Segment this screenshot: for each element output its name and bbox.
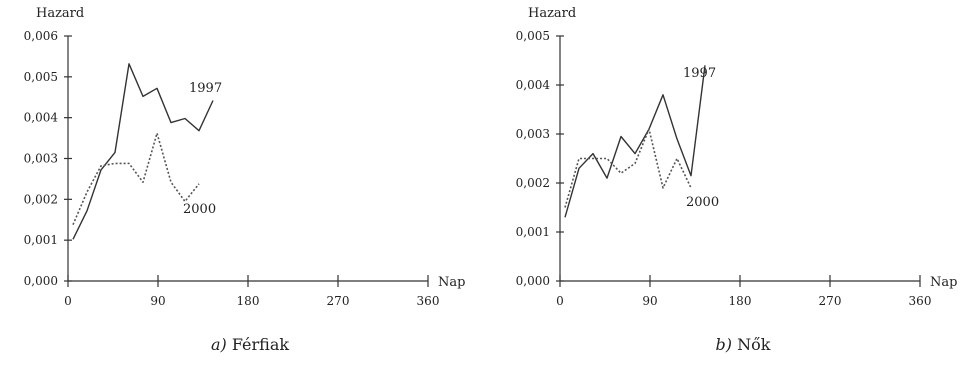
- y-tick-label: 0,003: [24, 152, 58, 166]
- series-line-2000: [564, 128, 692, 208]
- series-label-1997: 1997: [189, 81, 222, 96]
- y-tick-label: 0,002: [24, 192, 58, 206]
- x-tick-label: 360: [909, 294, 932, 308]
- x-tick-label: 90: [150, 294, 165, 308]
- x-tick-label: 90: [642, 294, 657, 308]
- y-tick-label: 0,004: [24, 111, 59, 125]
- y-tick-label: 0,002: [516, 176, 550, 190]
- x-tick-label: 0: [556, 294, 564, 308]
- y-tick-label: 0,005: [516, 29, 550, 43]
- x-tick-label: 0: [64, 294, 72, 308]
- x-tick-label: 270: [819, 294, 842, 308]
- x-tick-label: 360: [417, 294, 440, 308]
- series-line-1997: [72, 63, 214, 240]
- caption-letter: a): [211, 335, 232, 354]
- caption-text: Nők: [737, 335, 771, 354]
- x-tick-label: 180: [729, 294, 752, 308]
- chart-panel-b: 0,000 0,001 0,002 0,003 0,004 0,005 0 90 180 270 3…: [516, 6, 958, 354]
- series-line-2000: [72, 132, 200, 226]
- panel-caption: b) Nők: [716, 335, 771, 354]
- caption-text: Férfiak: [232, 335, 290, 354]
- y-tick-label: 0,005: [24, 70, 58, 84]
- y-axis-title: Hazard: [528, 6, 576, 21]
- y-tick-label: 0,001: [516, 225, 550, 239]
- y-axis-title: Hazard: [36, 6, 84, 21]
- series-label-2000: 2000: [183, 202, 216, 217]
- y-tick-label: 0,004: [516, 78, 551, 92]
- chart-panel-a: 0,000 0,001 0,002 0,003 0,004 0,005 0,006 0 90 18…: [24, 6, 466, 354]
- y-tick-label: 0,000: [516, 274, 550, 288]
- x-axis-title: Nap: [930, 275, 957, 290]
- y-tick-label: 0,006: [24, 29, 58, 43]
- y-tick-label: 0,001: [24, 233, 58, 247]
- series-label-2000: 2000: [686, 195, 719, 210]
- caption-letter: b): [716, 335, 738, 354]
- panel-caption: a) Férfiak: [211, 335, 289, 354]
- y-tick-label: 0,000: [24, 274, 58, 288]
- y-tick-label: 0,003: [516, 127, 550, 141]
- x-tick-label: 270: [327, 294, 350, 308]
- series-line-1997: [564, 65, 706, 218]
- x-axis-title: Nap: [438, 275, 465, 290]
- x-tick-label: 180: [237, 294, 260, 308]
- series-label-1997: 1997: [683, 66, 716, 81]
